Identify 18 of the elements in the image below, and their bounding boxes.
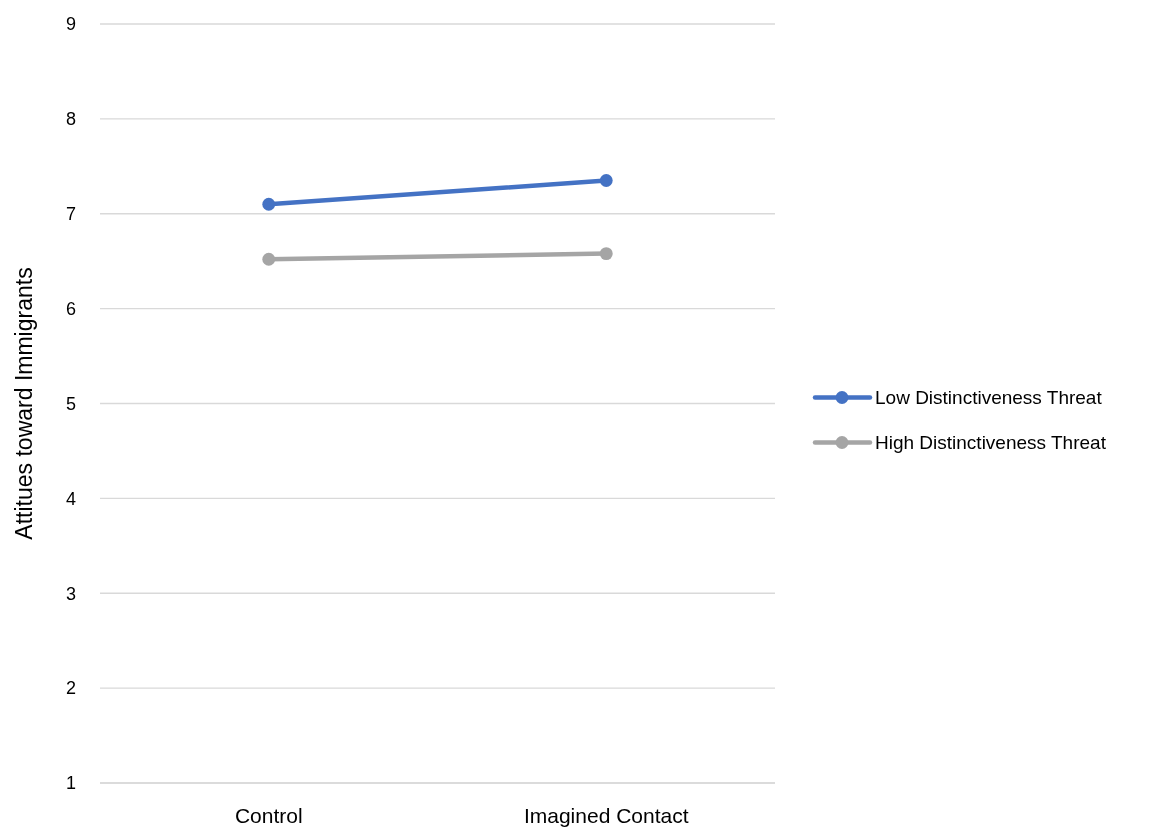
y-axis-title: Attitues toward Immigrants [11, 267, 37, 540]
point [599, 247, 613, 261]
y-tick-label: 9 [65, 14, 76, 35]
y-tick-label: 2 [65, 678, 76, 699]
y-tick-label: 1 [65, 773, 76, 794]
y-tick-label: 6 [65, 298, 76, 319]
legend-label: Low Distinctiveness Threat [875, 387, 1103, 409]
y-tick-label: 7 [65, 204, 76, 225]
point [262, 197, 276, 211]
y-tick-label: 5 [65, 393, 76, 414]
x-tick-label: Imagined Contact [523, 804, 689, 827]
x-tick-label: Control [234, 804, 303, 827]
point [262, 252, 276, 266]
y-tick-label: 4 [65, 488, 76, 509]
y-tick-label: 3 [65, 583, 76, 604]
legend-label: High Distinctiveness Threat [875, 432, 1107, 454]
y-tick-label: 8 [65, 109, 76, 130]
point [599, 174, 613, 187]
